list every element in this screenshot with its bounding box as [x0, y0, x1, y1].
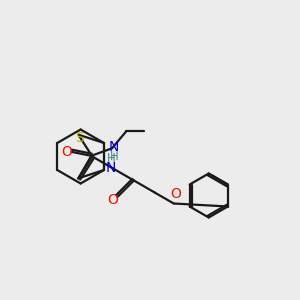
Text: N: N [109, 140, 119, 154]
Text: O: O [170, 188, 181, 202]
Text: S: S [75, 131, 84, 145]
Text: H: H [107, 152, 116, 165]
Text: O: O [61, 145, 72, 159]
Text: O: O [107, 193, 118, 206]
Text: H: H [110, 150, 118, 163]
Text: N: N [106, 160, 116, 175]
